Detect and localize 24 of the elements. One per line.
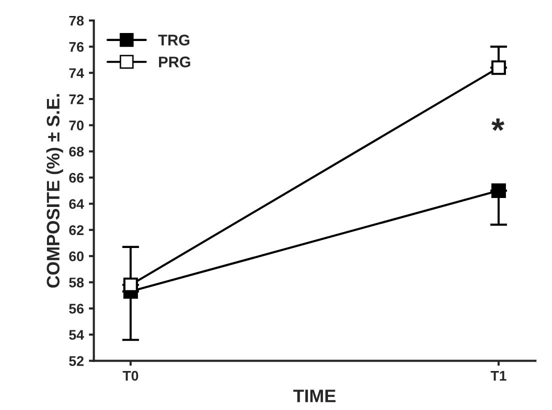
x-tick-label: T0 xyxy=(122,370,138,381)
y-tick-label: 74 xyxy=(69,68,84,78)
annotation: * xyxy=(492,118,504,131)
y-tick-label: 62 xyxy=(69,225,84,236)
y-tick-label: 54 xyxy=(69,330,84,340)
y-tick-label: 52 xyxy=(69,356,84,366)
y-tick-label: 68 xyxy=(69,146,84,157)
point xyxy=(491,183,506,198)
y-tick-label: 78 xyxy=(69,16,84,26)
y-tick-label: 66 xyxy=(69,172,84,183)
y-tick-label: 72 xyxy=(69,94,84,104)
point xyxy=(123,278,138,292)
y-tick-label: 70 xyxy=(69,120,84,130)
point xyxy=(491,60,506,75)
x-axis-title: TIME xyxy=(293,390,336,402)
y-tick-label: 64 xyxy=(69,199,84,209)
x-tick-label: T1 xyxy=(490,371,506,381)
y-tick-label: 76 xyxy=(69,42,84,52)
y-tick-label: 56 xyxy=(69,304,84,314)
y-tick-label: 58 xyxy=(69,278,84,288)
y-axis-title: COMPOSITE (%) ± S.E. xyxy=(46,94,64,288)
legend-label: TRG xyxy=(158,34,190,46)
y-tick-label: 60 xyxy=(69,251,84,262)
legend-label: PRG xyxy=(159,56,190,68)
